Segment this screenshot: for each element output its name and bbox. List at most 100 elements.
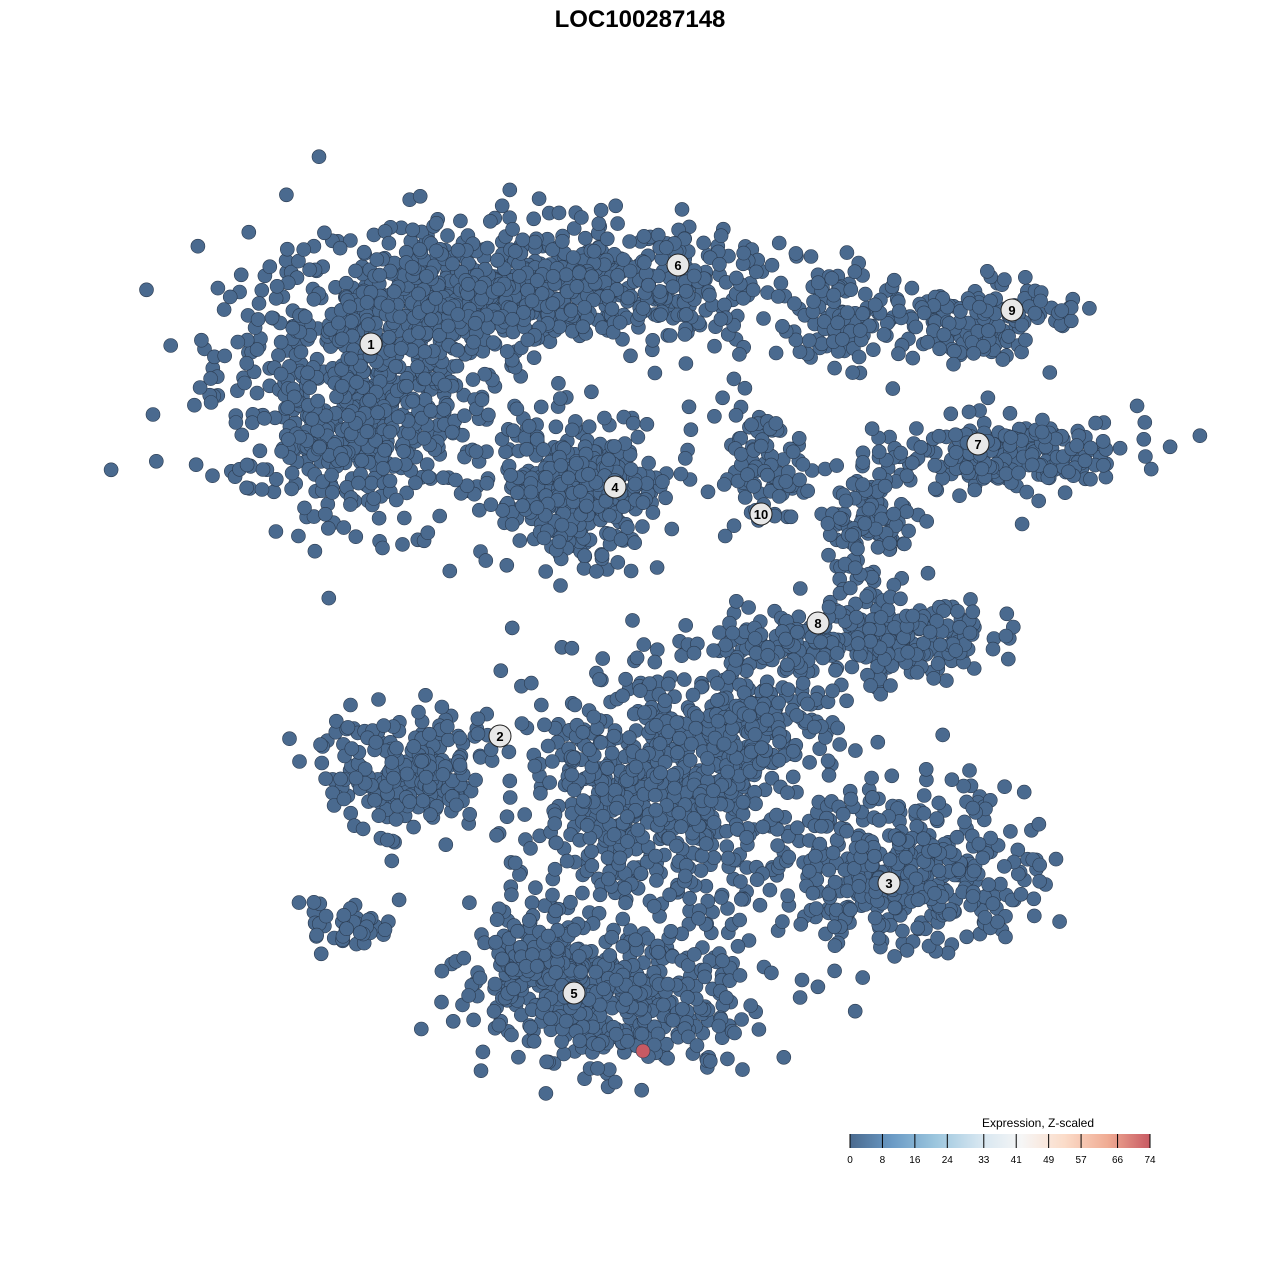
data-point [527, 234, 543, 250]
data-point [675, 1001, 690, 1017]
data-point [465, 372, 481, 387]
data-point [747, 631, 763, 646]
data-point [612, 850, 628, 866]
data-point [678, 356, 694, 371]
data-point [702, 287, 717, 303]
data-point [943, 406, 959, 422]
data-point [419, 269, 434, 284]
data-point [620, 290, 636, 306]
data-point [959, 460, 974, 476]
data-point [569, 279, 585, 294]
data-point [901, 523, 916, 539]
data-point [926, 671, 942, 686]
data-point [602, 948, 618, 963]
data-point [771, 752, 787, 768]
data-point [542, 775, 558, 790]
data-point [318, 771, 333, 787]
data-point [625, 613, 640, 628]
data-point [555, 234, 570, 249]
data-point [663, 923, 679, 939]
data-point [620, 520, 635, 535]
data-point [686, 645, 702, 661]
data-point [536, 997, 552, 1012]
data-point [429, 216, 444, 231]
data-point [760, 648, 776, 663]
data-point [759, 712, 775, 728]
data-point [604, 301, 620, 317]
data-point [1018, 332, 1033, 348]
data-point [453, 213, 468, 229]
data-point [843, 791, 859, 807]
data-point [736, 245, 751, 261]
data-point [734, 1012, 749, 1027]
data-point [768, 345, 784, 361]
data-point [445, 1013, 461, 1029]
data-point [865, 342, 881, 358]
data-point [563, 894, 578, 910]
data-point [335, 452, 350, 467]
data-point [844, 659, 860, 675]
data-point [1019, 484, 1035, 500]
data-point [715, 953, 730, 969]
data-point [239, 355, 254, 371]
data-point [893, 445, 909, 461]
data-point [539, 1054, 554, 1070]
data-point [610, 555, 626, 570]
data-point [867, 910, 883, 926]
data-point [758, 682, 774, 698]
data-point [665, 279, 681, 295]
data-point [352, 925, 368, 941]
data-point [839, 693, 854, 709]
data-point [523, 841, 538, 856]
data-point [396, 443, 411, 459]
data-point [391, 892, 407, 908]
data-point [602, 508, 617, 523]
data-point [825, 845, 841, 861]
data-point [715, 390, 730, 406]
data-point [636, 229, 652, 244]
data-point [432, 508, 448, 524]
data-point [1013, 886, 1029, 902]
data-point [779, 657, 795, 673]
data-point [931, 863, 947, 879]
data-point [494, 951, 510, 967]
data-point [340, 720, 356, 735]
data-point [754, 740, 769, 756]
data-point [898, 849, 914, 865]
data-point [594, 781, 610, 797]
data-point [450, 307, 466, 322]
data-point [507, 244, 523, 259]
data-point [1032, 873, 1047, 889]
data-point [601, 871, 616, 887]
data-point [395, 537, 410, 552]
data-point [564, 640, 580, 656]
data-point [1042, 365, 1058, 380]
data-point [499, 809, 515, 825]
data-point [534, 286, 550, 301]
data-point [396, 510, 412, 526]
data-point [450, 242, 466, 258]
data-point [1000, 651, 1016, 667]
data-point [203, 395, 219, 410]
data-point [740, 467, 755, 483]
data-point [800, 483, 816, 499]
data-point [504, 517, 520, 532]
data-point [356, 244, 372, 260]
data-point [965, 604, 981, 620]
data-point [803, 249, 819, 264]
data-point [764, 965, 779, 981]
data-point [827, 360, 842, 376]
data-point [474, 392, 490, 408]
data-point [769, 807, 784, 823]
data-point [574, 210, 589, 225]
data-point [997, 272, 1012, 287]
data-point [929, 811, 945, 826]
data-point [145, 407, 161, 422]
data-point [139, 282, 154, 298]
data-point [977, 910, 993, 925]
data-point [607, 439, 622, 454]
data-point [445, 256, 460, 272]
data-point [421, 469, 436, 485]
data-point [882, 535, 898, 551]
data-point [670, 745, 685, 761]
